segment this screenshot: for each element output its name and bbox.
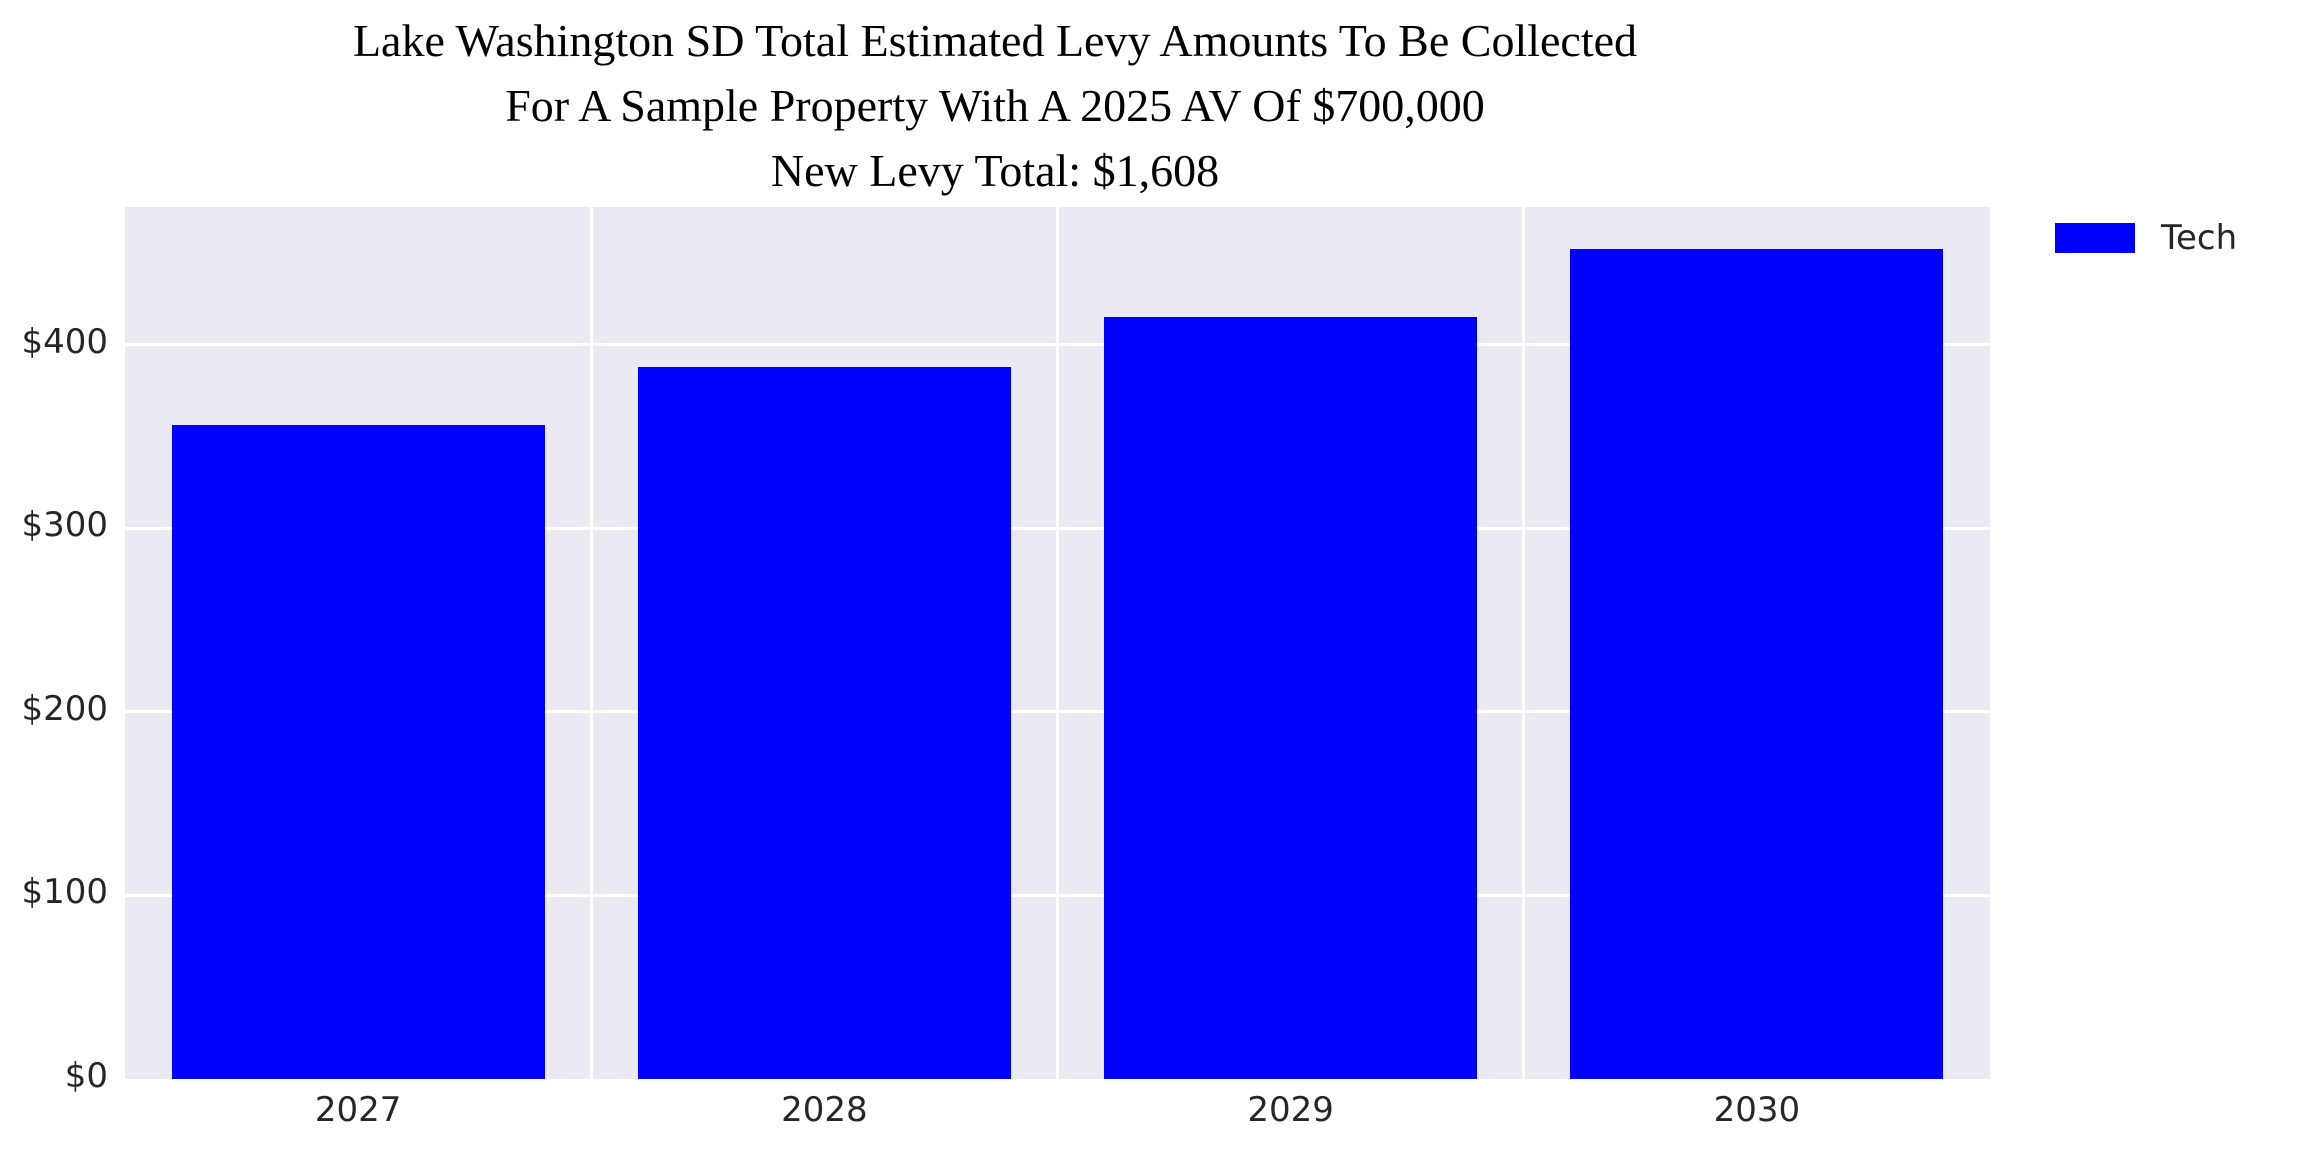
gridline-horizontal — [125, 710, 1990, 714]
y-tick-label: $0 — [64, 1056, 108, 1096]
plot-area — [125, 207, 1990, 1079]
gridline-vertical — [1056, 207, 1059, 1079]
bar-2029[interactable] — [1104, 317, 1478, 1079]
chart-title-line-1: Lake Washington SD Total Estimated Levy … — [352, 15, 1638, 66]
x-tick-label: 2029 — [1247, 1090, 1334, 1130]
bar-2030[interactable] — [1570, 249, 1944, 1079]
chart-legend: Tech — [2055, 218, 2237, 258]
x-tick-label: 2028 — [781, 1090, 868, 1130]
gridline-horizontal — [125, 343, 1990, 347]
legend-swatch-tech — [2055, 223, 2135, 253]
chart-title-line-2: For A Sample Property With A 2025 AV Of … — [505, 80, 1485, 131]
chart-title-line-3: New Levy Total: $1,608 — [770, 145, 1220, 196]
gridline-horizontal — [125, 526, 1990, 530]
x-tick-label: 2030 — [1713, 1090, 1801, 1130]
y-tick-label: $400 — [21, 321, 108, 362]
x-tick-label: 2027 — [314, 1090, 402, 1130]
gridline-vertical — [589, 207, 593, 1079]
gridline-vertical — [1522, 207, 1526, 1079]
y-tick-label: $100 — [21, 872, 108, 913]
bar-2028[interactable] — [637, 366, 1011, 1079]
y-tick-label: $300 — [21, 505, 108, 546]
legend-label-tech: Tech — [2161, 218, 2238, 258]
chart-title: Lake Washington SD Total Estimated Levy … — [0, 8, 1990, 203]
bar-2027[interactable] — [171, 425, 545, 1079]
gridline-horizontal — [125, 893, 1990, 897]
y-tick-label: $200 — [21, 688, 108, 729]
